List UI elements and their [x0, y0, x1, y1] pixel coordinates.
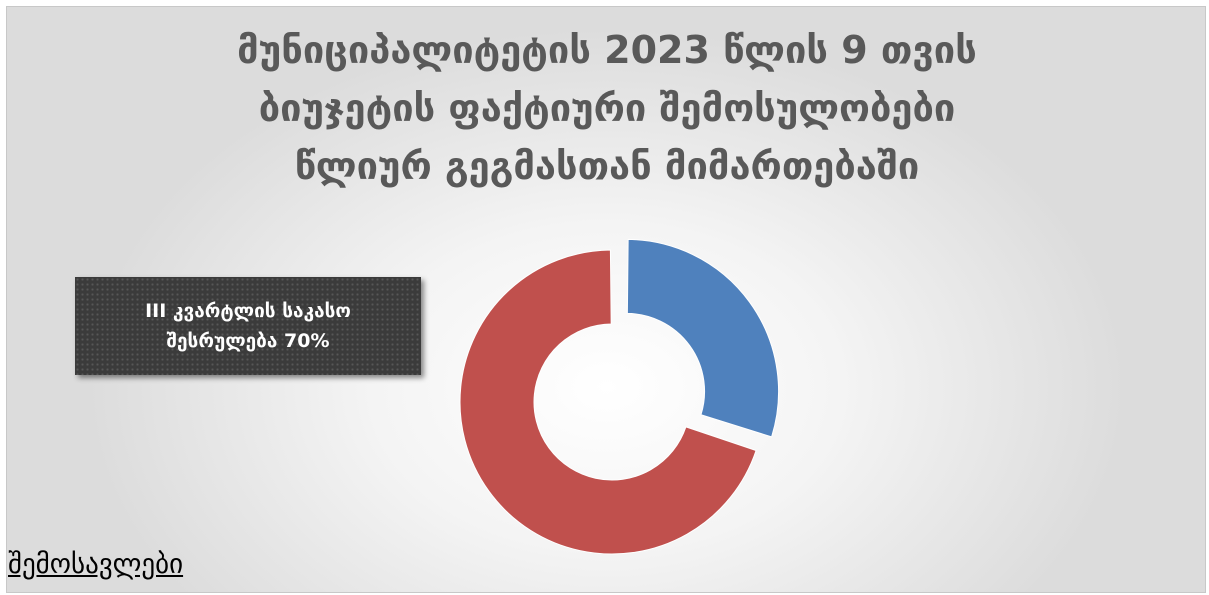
revenues-link[interactable]: შემოსავლები — [8, 549, 184, 580]
chart-title-line-2: ბიუჯეტის ფაქტიური შემოსულობები — [258, 86, 956, 130]
chart-area: მუნიციპალიტეტის 2023 წლის 9 თვის ბიუჯეტი… — [6, 6, 1206, 593]
chart-title: მუნიციპალიტეტის 2023 წლის 9 თვის ბიუჯეტი… — [47, 21, 1167, 195]
donut-slice-2 — [459, 249, 757, 555]
donut-chart — [459, 238, 779, 555]
chart-title-line-1: მუნიციპალიტეტის 2023 წლის 9 თვის — [237, 28, 977, 72]
chart-title-line-3: წლიურ გეგმასთან მიმართებაში — [294, 144, 920, 188]
donut-slice-1 — [626, 238, 779, 438]
execution-callout: III კვარტლის საკასო შესრულება 70% — [75, 277, 421, 375]
execution-callout-text: III კვარტლის საკასო შესრულება 70% — [145, 300, 351, 352]
